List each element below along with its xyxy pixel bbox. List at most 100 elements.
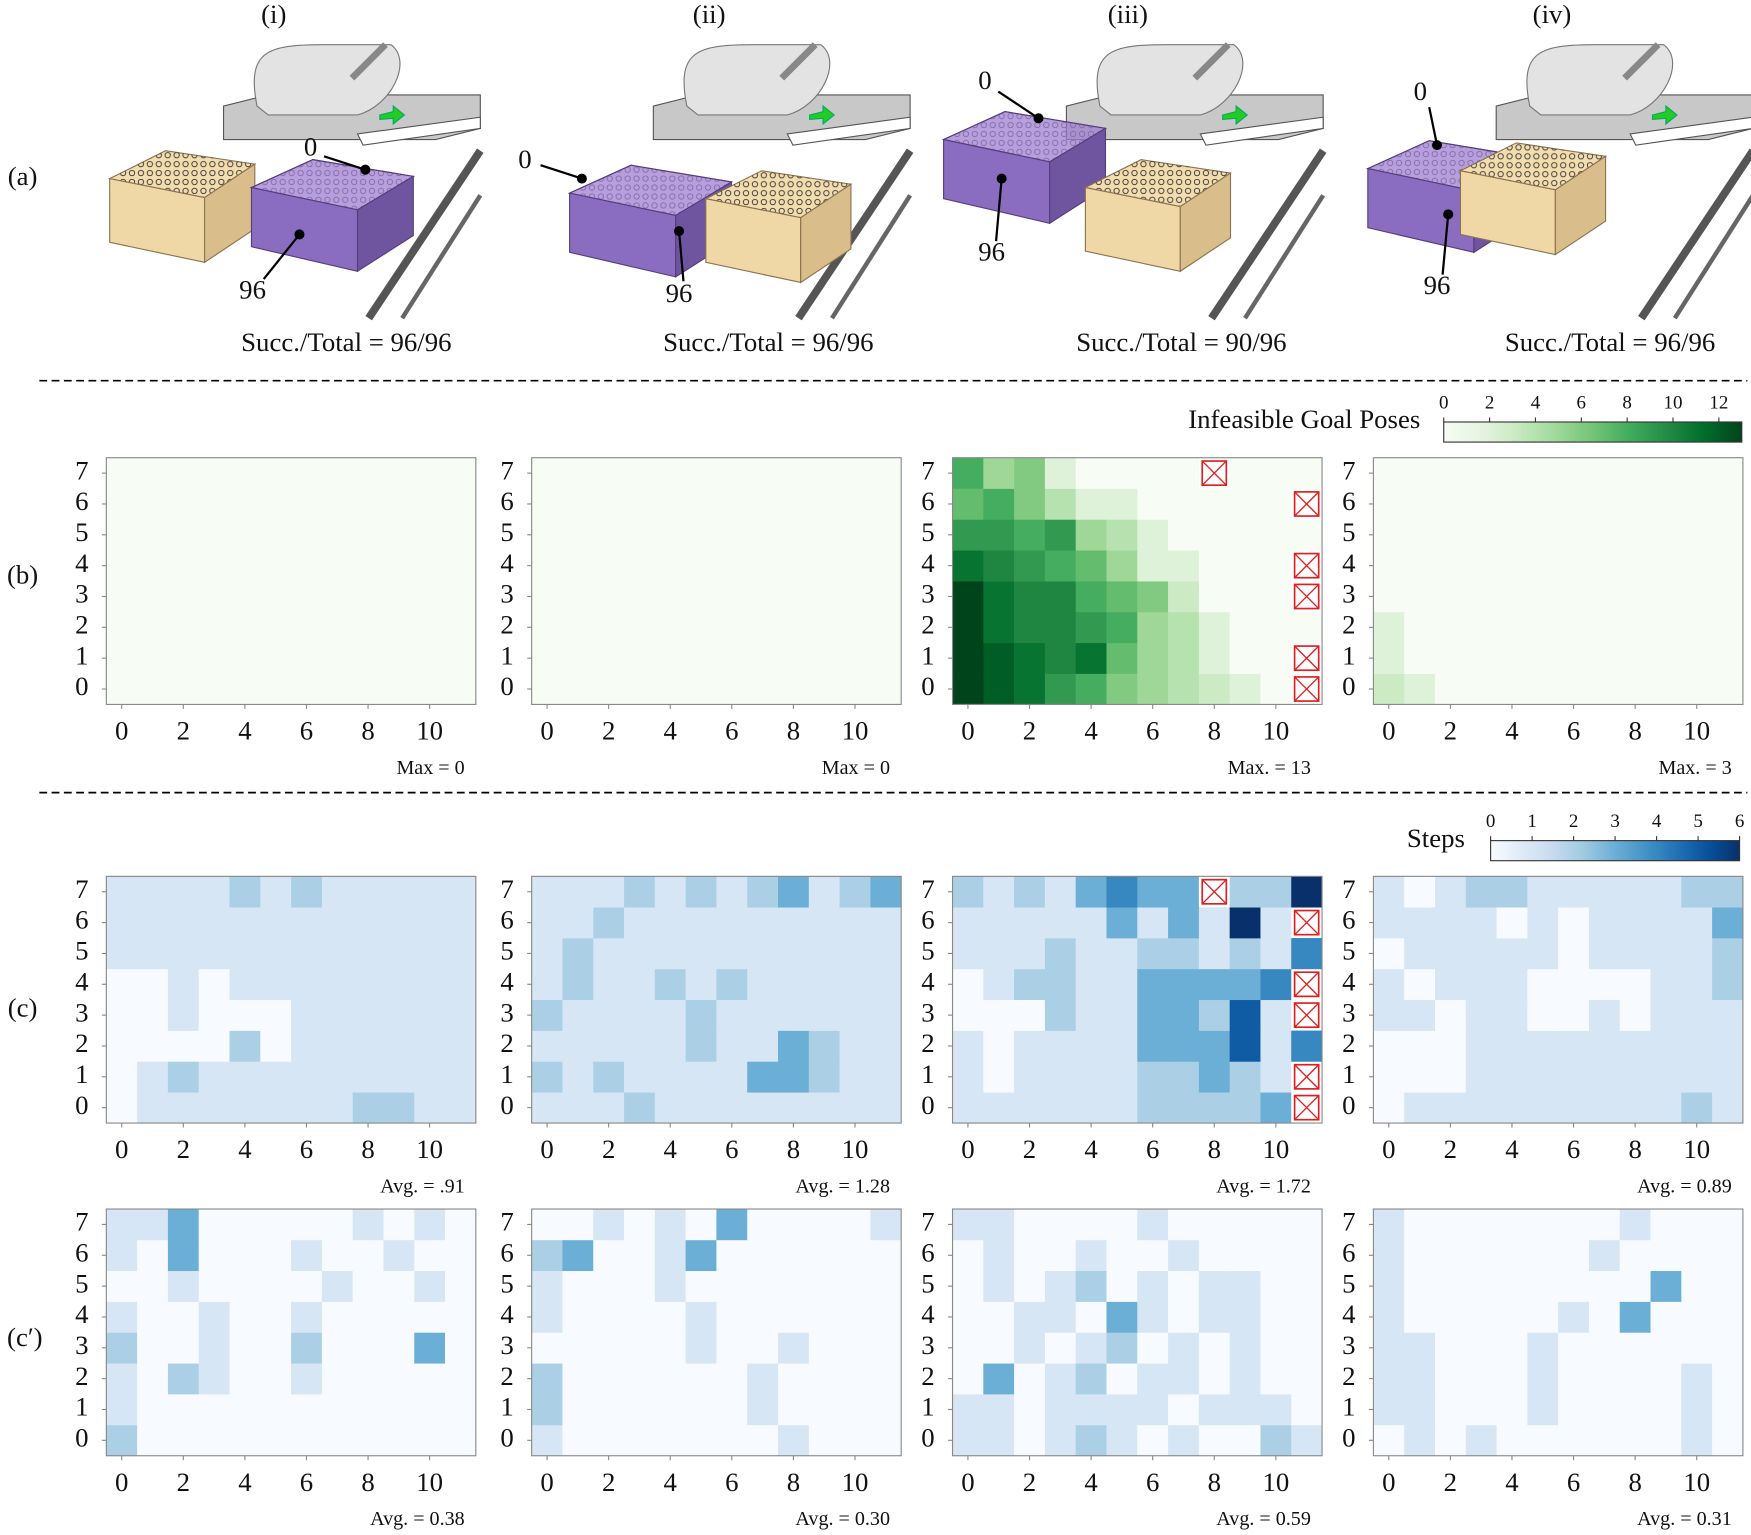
heatmap-cell	[1168, 1030, 1200, 1062]
heatmap-cell	[1044, 611, 1077, 644]
heatmap-cell	[839, 1424, 871, 1457]
y-tick-label: 3	[75, 997, 88, 1027]
heatmap-cell	[1260, 581, 1292, 613]
heatmap-cell	[531, 968, 563, 1001]
column-label: (i)	[261, 0, 286, 29]
heatmap-cell	[1434, 1363, 1467, 1395]
heatmap-cell	[1168, 1270, 1200, 1302]
heatmap-cell	[983, 1239, 1015, 1272]
heatmap-cell	[229, 1209, 261, 1241]
heatmap-cell	[593, 488, 625, 520]
heatmap-cell	[445, 1239, 477, 1272]
y-tick-label: 1	[500, 1392, 513, 1422]
heatmap-cell	[1229, 1061, 1261, 1093]
heatmap-cell	[321, 1394, 354, 1426]
y-tick-label: 5	[1342, 936, 1355, 966]
heatmap-cell	[562, 1301, 594, 1333]
heatmap-cell	[1588, 968, 1621, 1001]
heatmap-cell	[1404, 488, 1436, 520]
heatmap-cell	[1496, 907, 1528, 939]
y-tick-label: 2	[921, 1361, 934, 1391]
colorbar-tick-label: 4	[1531, 392, 1541, 413]
heatmap-cell	[1168, 1092, 1200, 1124]
heatmap-cell	[531, 876, 563, 908]
heatmap-cell	[198, 642, 230, 674]
heatmap-cell	[685, 1030, 717, 1062]
heatmap-cell	[1291, 519, 1323, 551]
heatmap-cell	[1434, 1239, 1467, 1272]
heatmap-cell	[445, 876, 477, 908]
heatmap-cell	[983, 1270, 1015, 1302]
heatmap-cell	[352, 968, 384, 1001]
heatmap-cell	[531, 457, 563, 489]
x-tick-label: 10	[842, 1467, 869, 1497]
heatmap-cell	[1198, 1061, 1231, 1093]
heatmap-cell	[531, 519, 563, 551]
x-tick-label: 0	[115, 1467, 128, 1497]
y-tick-label: 2	[75, 1028, 88, 1058]
heatmap-cell	[321, 968, 354, 1001]
infeasible-marker	[1293, 909, 1320, 936]
heatmap-cell	[167, 1270, 200, 1302]
heatmap-cell	[1014, 1092, 1046, 1124]
heatmap-cell	[778, 968, 810, 1001]
heatmap-cell	[593, 1301, 625, 1333]
heatmap-cell	[808, 581, 840, 613]
heatmap-cell	[1137, 876, 1169, 908]
infeasible-marker	[1293, 491, 1320, 517]
heatmap-cell	[1106, 673, 1138, 705]
x-tick-label: 8	[1208, 716, 1221, 746]
heatmap-cell	[983, 1209, 1015, 1241]
heatmap-cell	[1681, 907, 1713, 939]
heatmap-cell	[291, 1332, 323, 1364]
heatmap-cell	[1044, 938, 1077, 970]
heatmap-cell	[1404, 1209, 1436, 1241]
heatmap-cell	[106, 968, 138, 1001]
heatmap-cell	[654, 1424, 686, 1457]
heatmap-cell	[1650, 968, 1682, 1001]
heatmap-cell	[1558, 581, 1590, 613]
heatmap-cell	[593, 907, 625, 939]
x-tick-label: 4	[1084, 1134, 1097, 1164]
heatmap-cell	[414, 642, 446, 674]
heatmap-cell	[198, 938, 230, 970]
heatmap-cell	[1650, 1332, 1682, 1364]
y-tick-label: 5	[75, 936, 88, 966]
heatmap-cell	[321, 1092, 354, 1124]
heatmap-cell	[1044, 519, 1077, 551]
heatmap-cell	[1373, 1332, 1405, 1364]
heatmap-cell	[1106, 1270, 1138, 1302]
heatmap-cell	[1291, 1394, 1323, 1426]
heatmap-cell	[1168, 938, 1200, 970]
heatmap-cell	[1291, 1424, 1323, 1457]
heatmap-cell	[1496, 1030, 1528, 1062]
infeasible-marker	[1201, 878, 1228, 905]
heatmap-cell	[414, 1270, 446, 1302]
heatmap-cell	[839, 1270, 871, 1302]
heatmap-cell	[808, 907, 840, 939]
heatmap-cell	[321, 642, 354, 674]
heatmap-cell	[137, 1209, 169, 1241]
heatmap-cell	[1527, 1270, 1559, 1302]
heatmap-cell	[952, 1239, 984, 1272]
heatmap-cell	[593, 550, 625, 582]
heatmap-cell	[1075, 1301, 1107, 1333]
column-label: (ii)	[693, 0, 726, 29]
heatmap-cell	[229, 673, 261, 705]
heatmap-cell	[1168, 519, 1200, 551]
x-tick-label: 8	[361, 1467, 374, 1497]
heatmap-cell	[445, 1209, 477, 1241]
heatmap-cell	[1229, 1092, 1261, 1124]
heatmap-cell	[198, 1363, 230, 1395]
heatmap-cell	[137, 876, 169, 908]
heatmap-cell	[747, 1061, 779, 1093]
heatmap-cell	[778, 907, 810, 939]
heatmap-cell	[562, 1270, 594, 1302]
x-tick-label: 2	[1023, 716, 1036, 746]
heatmap	[1373, 457, 1744, 705]
heatmap-cell	[1619, 611, 1651, 644]
heatmap-cell	[1106, 1092, 1138, 1124]
heatmap-cell	[445, 673, 477, 705]
heatmap-cell	[1373, 1030, 1405, 1062]
heatmap-cell	[198, 999, 230, 1031]
